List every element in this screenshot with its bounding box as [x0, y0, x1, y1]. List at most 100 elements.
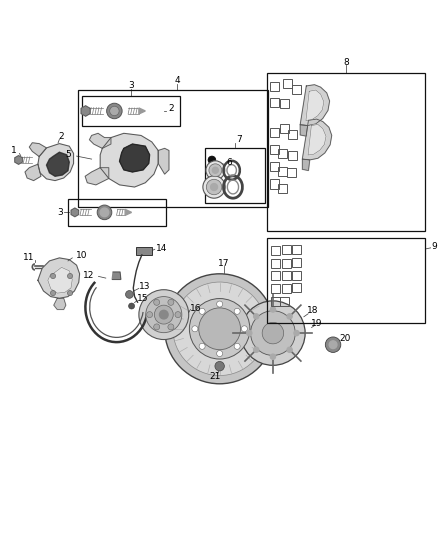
Bar [270, 180, 279, 189]
Polygon shape [100, 133, 158, 187]
Circle shape [241, 326, 247, 332]
Polygon shape [81, 106, 90, 116]
Circle shape [126, 290, 133, 298]
Text: 3: 3 [128, 81, 134, 90]
Polygon shape [306, 90, 324, 120]
Circle shape [251, 311, 295, 356]
Circle shape [154, 300, 160, 305]
Polygon shape [120, 144, 150, 172]
Polygon shape [308, 124, 326, 155]
Bar [278, 184, 287, 193]
Circle shape [241, 301, 305, 365]
Polygon shape [29, 143, 46, 157]
Bar [271, 297, 280, 306]
Polygon shape [158, 148, 169, 174]
Circle shape [50, 273, 56, 279]
Polygon shape [302, 119, 332, 160]
Bar [270, 145, 279, 154]
Bar [283, 79, 292, 88]
Bar [271, 284, 280, 293]
Bar [270, 83, 279, 92]
Polygon shape [125, 209, 131, 215]
Circle shape [254, 347, 259, 352]
Circle shape [254, 314, 259, 319]
Circle shape [212, 167, 219, 173]
Polygon shape [300, 85, 329, 126]
Polygon shape [71, 208, 78, 216]
Circle shape [270, 307, 276, 312]
Polygon shape [302, 159, 310, 171]
Text: 19: 19 [311, 319, 323, 328]
Bar [287, 168, 296, 177]
Text: 4: 4 [174, 76, 180, 85]
Bar [293, 284, 301, 293]
Bar [270, 163, 279, 171]
Polygon shape [38, 258, 80, 298]
Bar [136, 247, 152, 255]
Circle shape [199, 343, 205, 349]
Circle shape [173, 282, 266, 376]
Bar [271, 271, 280, 280]
Polygon shape [15, 156, 22, 164]
Polygon shape [25, 164, 41, 181]
Circle shape [192, 326, 198, 332]
Bar [293, 257, 301, 266]
Bar [271, 246, 280, 255]
Bar [278, 149, 287, 158]
Circle shape [159, 310, 168, 319]
Text: 18: 18 [307, 306, 318, 315]
Text: 2: 2 [59, 132, 64, 141]
Circle shape [206, 161, 225, 180]
Text: 6: 6 [226, 158, 232, 167]
Circle shape [234, 308, 240, 314]
Text: 11: 11 [23, 253, 34, 262]
Bar [270, 98, 279, 107]
Polygon shape [85, 168, 109, 185]
Text: 5: 5 [65, 150, 71, 159]
Circle shape [203, 176, 225, 198]
Circle shape [147, 312, 152, 318]
Circle shape [270, 354, 276, 359]
Bar [293, 271, 301, 280]
Text: 12: 12 [83, 271, 94, 280]
Circle shape [217, 301, 223, 307]
Circle shape [165, 274, 275, 384]
Bar [270, 128, 279, 137]
Circle shape [294, 330, 299, 336]
Polygon shape [300, 125, 307, 136]
Text: 14: 14 [155, 244, 167, 253]
Bar [267, 73, 425, 231]
Polygon shape [139, 108, 145, 114]
Polygon shape [89, 133, 111, 148]
Circle shape [175, 312, 181, 318]
Text: 17: 17 [218, 259, 230, 268]
Bar [267, 238, 425, 323]
Circle shape [146, 296, 182, 333]
Circle shape [154, 324, 160, 330]
Circle shape [199, 308, 205, 314]
Bar [78, 91, 268, 207]
Bar [278, 167, 287, 176]
Text: 8: 8 [343, 58, 349, 67]
Circle shape [215, 361, 224, 371]
Polygon shape [38, 143, 74, 181]
Circle shape [154, 305, 173, 324]
Circle shape [287, 347, 292, 352]
Bar [280, 297, 290, 306]
Circle shape [100, 208, 109, 216]
Text: 21: 21 [210, 373, 221, 382]
Bar [279, 124, 289, 133]
Circle shape [129, 303, 134, 309]
Polygon shape [46, 152, 69, 176]
Circle shape [211, 183, 218, 190]
Circle shape [168, 300, 174, 305]
Bar [282, 259, 291, 268]
Bar [282, 271, 291, 280]
Circle shape [67, 290, 73, 296]
Bar [271, 259, 280, 268]
Circle shape [139, 290, 189, 340]
Circle shape [208, 156, 216, 164]
Bar [205, 148, 265, 203]
Bar [288, 151, 297, 160]
Circle shape [110, 106, 119, 116]
